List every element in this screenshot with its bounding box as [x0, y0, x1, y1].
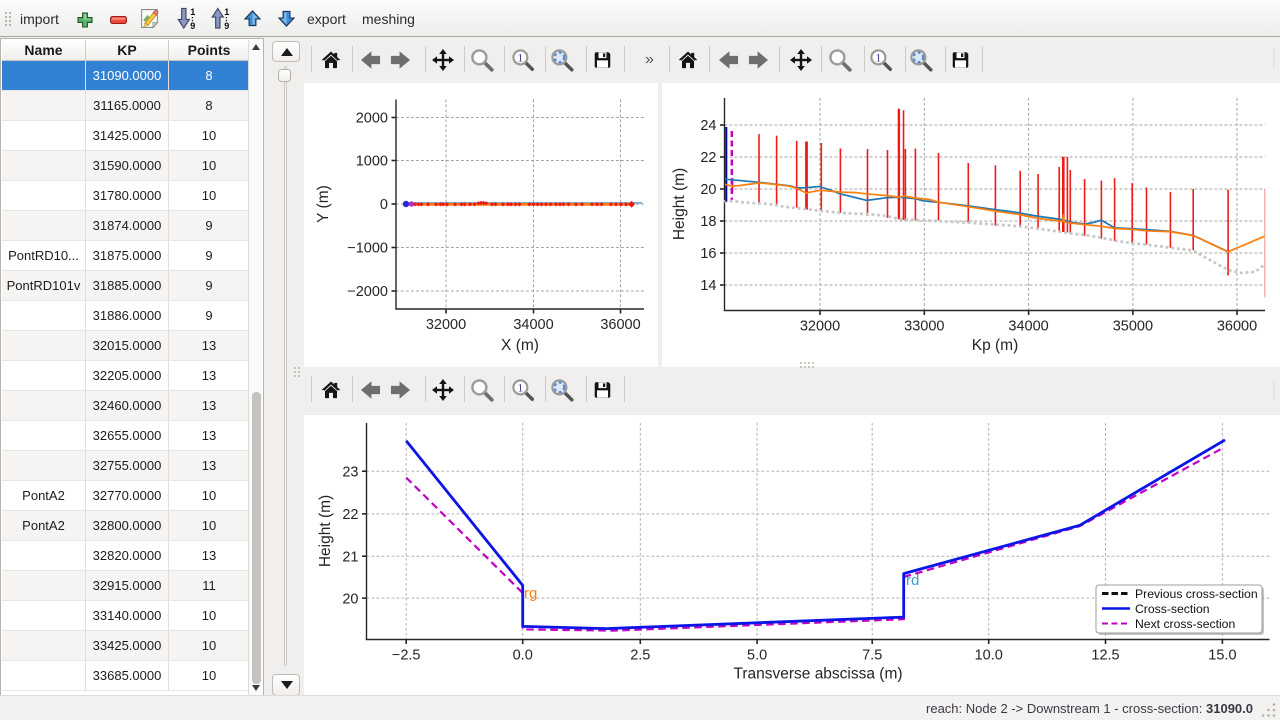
svg-text:0: 0 [380, 197, 388, 213]
svg-text:5.0: 5.0 [747, 648, 767, 664]
svg-text:15.0: 15.0 [1208, 648, 1236, 664]
svg-text:Kp (m): Kp (m) [972, 337, 1019, 354]
svg-text:7.5: 7.5 [862, 648, 882, 664]
svg-text:2000: 2000 [356, 111, 388, 127]
svg-text:22: 22 [700, 150, 716, 166]
svg-text:−2.5: −2.5 [392, 648, 421, 664]
svg-text:Cross-section: Cross-section [1135, 602, 1210, 616]
svg-text:2.5: 2.5 [630, 648, 650, 664]
svg-text:10.0: 10.0 [975, 648, 1003, 664]
svg-text:23: 23 [342, 464, 358, 480]
svg-text:rg: rg [524, 585, 537, 602]
svg-text:35000: 35000 [1113, 319, 1153, 335]
svg-text:24: 24 [700, 118, 716, 134]
svg-text:−1000: −1000 [347, 241, 388, 257]
svg-text:Height (m): Height (m) [317, 495, 334, 567]
svg-text:16: 16 [700, 246, 716, 262]
svg-text:−2000: −2000 [347, 284, 388, 300]
svg-text:18: 18 [700, 214, 716, 230]
svg-text:32000: 32000 [426, 317, 466, 333]
svg-text:Transverse abscissa (m): Transverse abscissa (m) [733, 666, 902, 683]
svg-text:33000: 33000 [904, 319, 944, 335]
svg-text:34000: 34000 [1008, 319, 1048, 335]
svg-text:Y (m): Y (m) [315, 185, 332, 223]
svg-text:»: » [645, 51, 654, 68]
svg-text:36000: 36000 [1217, 319, 1257, 335]
svg-text:21: 21 [342, 549, 358, 565]
svg-text:Height (m): Height (m) [671, 168, 688, 240]
svg-text:Previous cross-section: Previous cross-section [1135, 587, 1258, 601]
svg-text:36000: 36000 [600, 317, 640, 333]
svg-text:X (m): X (m) [501, 337, 539, 354]
svg-text:Next cross-section: Next cross-section [1135, 617, 1235, 631]
svg-text:14: 14 [700, 278, 716, 294]
svg-text:1000: 1000 [356, 154, 388, 170]
svg-text:22: 22 [342, 507, 358, 523]
svg-text:34000: 34000 [513, 317, 553, 333]
svg-text:20: 20 [342, 591, 358, 607]
svg-text:20: 20 [700, 182, 716, 198]
svg-text:rd: rd [906, 572, 919, 589]
svg-text:0.0: 0.0 [513, 648, 533, 664]
svg-text:12.5: 12.5 [1091, 648, 1119, 664]
svg-text:32000: 32000 [800, 319, 840, 335]
